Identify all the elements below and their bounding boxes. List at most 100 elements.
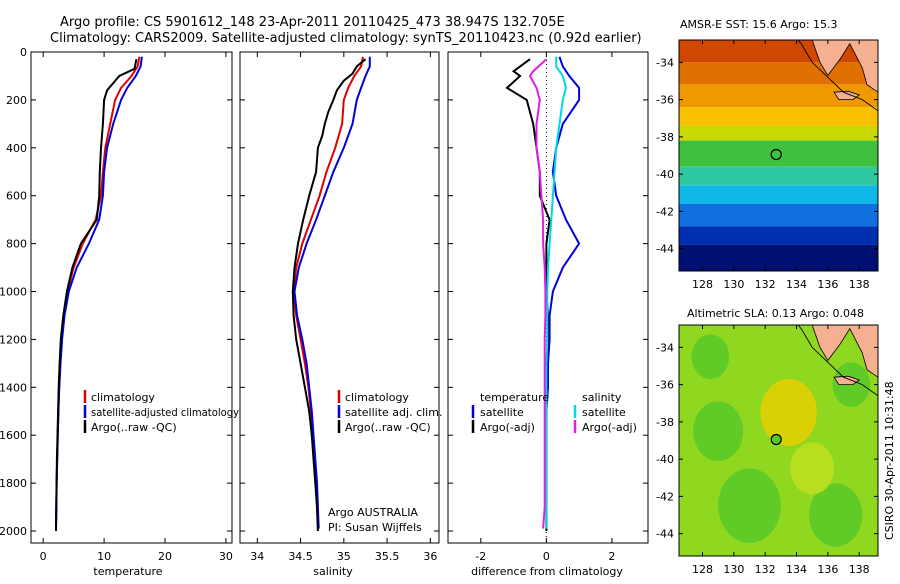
legend-label: Argo(..raw -QC): [91, 421, 177, 434]
y-tick-label: 2000: [0, 525, 27, 538]
legend-label: satellite: [582, 406, 626, 419]
y-tick-label: -40: [656, 453, 674, 466]
difference-xlabel: difference from climatology: [471, 565, 623, 578]
y-tick-label: -36: [656, 379, 674, 392]
sla-anomaly-blob: [691, 334, 730, 380]
legend-label: satellite-adjusted climatology: [91, 406, 239, 419]
sst-band: [679, 62, 878, 85]
x-tick-label: -2: [475, 550, 486, 563]
x-tick-label: 130: [723, 278, 744, 291]
x-tick-label: 34: [250, 550, 264, 563]
x-tick-label: 128: [692, 563, 713, 576]
legend-label: satellite adj. clim.: [345, 406, 442, 419]
legend-label: Argo(..raw -QC): [345, 421, 431, 434]
series-line-argo: [505, 58, 551, 531]
x-tick-label: 35: [337, 550, 351, 563]
y-tick-label: -44: [656, 528, 674, 541]
x-tick-label: 136: [817, 278, 838, 291]
x-tick-label: 130: [723, 563, 744, 576]
annotation-line1: Argo AUSTRALIA: [328, 506, 418, 519]
salinity-xlabel: salinity: [313, 565, 353, 578]
sst-band: [679, 125, 878, 141]
y-tick-label: -40: [656, 168, 674, 181]
series-line-sat_salinity: [545, 56, 568, 529]
legend-label: Argo(-adj): [480, 421, 535, 434]
legend-header-temperature: temperature: [480, 391, 549, 404]
y-tick-label: -38: [656, 416, 674, 429]
land-area: [811, 325, 878, 378]
difference-legend: temperature satellite Argo(-adj) salinit…: [471, 391, 637, 434]
salinity-profile-panel: 34 34.5 35 35.5 36: [239, 51, 440, 563]
legend-label: satellite: [480, 406, 524, 419]
annotation-line2: PI: Susan Wijffels: [328, 521, 422, 534]
x-tick-label: 136: [817, 563, 838, 576]
series-line-argo_salinity: [528, 58, 548, 529]
sla-anomaly-blob: [809, 483, 863, 547]
y-tick-label: -34: [656, 56, 674, 69]
x-tick-label: 138: [849, 278, 870, 291]
sla-anomaly-blob: [790, 442, 835, 495]
y-tick-label: 600: [6, 190, 27, 203]
salinity-legend: climatology satellite adj. clim. Argo(..…: [328, 390, 442, 534]
series-line-climatology: [292, 56, 364, 527]
sla-anomaly-blob: [693, 401, 744, 461]
sst-band: [679, 166, 878, 186]
series-line-argo: [291, 58, 367, 532]
y-tick-label: 1000: [0, 286, 27, 299]
sst-map-title: AMSR-E SST: 15.6 Argo: 15.3: [680, 18, 838, 31]
y-tick-label: 0: [20, 46, 27, 59]
title-line2: Climatology: CARS2009. Satellite-adjuste…: [50, 31, 642, 46]
legend-label: climatology: [91, 391, 155, 404]
sst-band: [679, 185, 878, 204]
x-tick-label: 128: [692, 278, 713, 291]
series-line-satellite: [293, 56, 371, 529]
series-line-satellite: [55, 56, 143, 529]
temperature-profile-panel: 0 10 20 30 0 200 400 600 800 1000 1200 1400 1600 1800…: [0, 46, 233, 563]
x-tick-label: 34.5: [288, 550, 313, 563]
y-tick-label: 800: [6, 238, 27, 251]
x-tick-label: 10: [97, 550, 111, 563]
sla-anomaly-blob: [760, 379, 817, 447]
y-tick-label: -34: [656, 341, 674, 354]
x-tick-label: 132: [755, 563, 776, 576]
land-area: [811, 40, 878, 93]
y-tick-label: 1600: [0, 429, 27, 442]
title-line1: Argo profile: CS 5901612_148 23-Apr-2011…: [60, 15, 565, 30]
x-tick-label: 30: [219, 550, 233, 563]
x-tick-label: 132: [755, 278, 776, 291]
map-frame: [678, 39, 879, 272]
difference-profile-panel: -2 0 2: [447, 51, 649, 563]
y-tick-label: 200: [6, 94, 27, 107]
x-tick-label: 35.5: [375, 550, 400, 563]
y-tick-label: -36: [656, 94, 674, 107]
sst-band: [679, 244, 878, 271]
legend-label: climatology: [345, 391, 409, 404]
x-tick-label: 138: [849, 563, 870, 576]
y-tick-label: 1800: [0, 477, 27, 490]
y-tick-label: -42: [656, 490, 674, 503]
y-tick-label: -38: [656, 131, 674, 144]
shelf-contour: [797, 325, 878, 397]
x-tick-label: 134: [786, 278, 807, 291]
x-tick-label: 0: [40, 550, 47, 563]
legend-header-salinity: salinity: [582, 391, 622, 404]
y-tick-label: -44: [656, 243, 674, 256]
y-tick-label: 1400: [0, 381, 27, 394]
argo-location-marker: [770, 148, 782, 161]
sst-band: [679, 226, 878, 245]
sla-map-title: Altimetric SLA: 0.13 Argo: 0.048: [687, 307, 864, 320]
side-label: CSIRO 30-Apr-2011 10:31:48: [883, 381, 896, 540]
x-tick-label: 2: [608, 550, 615, 563]
map-field: [679, 40, 878, 271]
plot-frame: [239, 51, 440, 544]
x-tick-label: 0: [543, 550, 550, 563]
sst-band: [679, 140, 878, 167]
sst-band: [679, 203, 878, 227]
temperature-legend: climatology satellite-adjusted climatolo…: [83, 390, 239, 434]
series-line-satellite: [545, 56, 581, 529]
temperature-xlabel: temperature: [93, 565, 162, 578]
x-tick-label: 36: [423, 550, 437, 563]
plot-frame: [447, 51, 649, 544]
y-tick-label: 400: [6, 142, 27, 155]
